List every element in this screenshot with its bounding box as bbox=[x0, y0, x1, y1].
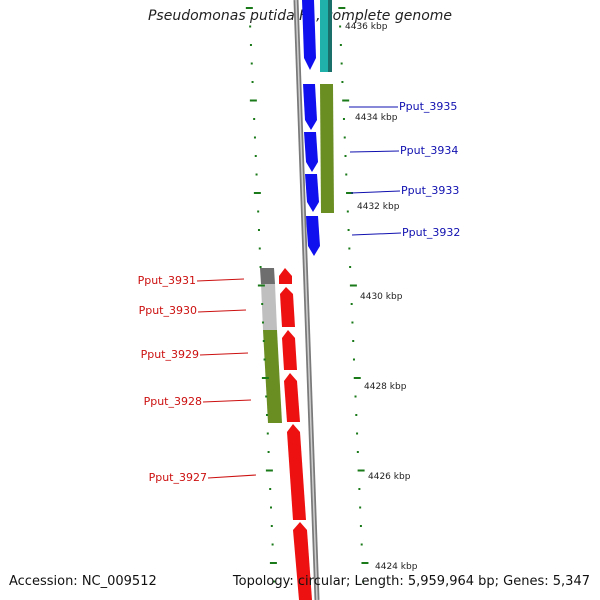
ruler-label-4434: 4434 kbp bbox=[355, 113, 398, 123]
gene-label-3935[interactable]: Pput_3935 bbox=[399, 100, 457, 113]
map-title: Pseudomonas putida F1, complete genome bbox=[147, 8, 453, 24]
cog-teal-edge bbox=[328, 0, 332, 72]
ruler-label-4436: 4436 kbp bbox=[345, 22, 388, 32]
cds-forward-top[interactable] bbox=[302, 0, 316, 70]
ruler-label-4428: 4428 kbp bbox=[364, 382, 407, 392]
genome-summary-text: Topology: circular; Length: 5,959,964 bp… bbox=[232, 574, 590, 589]
ruler-label-4430: 4430 kbp bbox=[360, 292, 403, 302]
leader-line-3927 bbox=[207, 474, 257, 479]
gene-label-3930[interactable]: Pput_3930 bbox=[139, 304, 197, 317]
leader-line-3930 bbox=[197, 309, 247, 313]
cds-forward-3934[interactable] bbox=[304, 132, 318, 172]
cog-olive-block-rev bbox=[263, 330, 282, 423]
gene-label-3934[interactable]: Pput_3934 bbox=[400, 144, 458, 157]
cds-reverse-3931[interactable] bbox=[279, 268, 292, 284]
gene-label-3932[interactable]: Pput_3932 bbox=[402, 226, 460, 239]
cog-darkgrey-block bbox=[260, 268, 275, 284]
leader-line-3928 bbox=[202, 399, 252, 403]
accession-text: Accession: NC_009512 bbox=[9, 574, 157, 589]
forward-gene-labels: Pput_3935 Pput_3934 Pput_3933 Pput_3932 bbox=[349, 100, 460, 239]
forward-cog-track bbox=[320, 0, 334, 213]
leader-line-3931 bbox=[196, 278, 245, 282]
gene-label-3931[interactable]: Pput_3931 bbox=[138, 274, 196, 287]
cds-reverse-3927[interactable] bbox=[287, 424, 306, 520]
ruler-label-4426: 4426 kbp bbox=[368, 472, 411, 482]
cds-reverse-3929[interactable] bbox=[282, 330, 297, 370]
reverse-cds-track bbox=[279, 268, 312, 600]
ruler-ticks-left bbox=[245, 7, 277, 583]
cds-forward-3935[interactable] bbox=[303, 84, 317, 130]
cds-forward-3933[interactable] bbox=[305, 174, 319, 212]
cds-reverse-3930[interactable] bbox=[280, 287, 295, 327]
cds-forward-3932[interactable] bbox=[306, 216, 320, 256]
cog-olive-block bbox=[320, 84, 334, 213]
gene-label-3928[interactable]: Pput_3928 bbox=[144, 395, 202, 408]
gene-label-3927[interactable]: Pput_3927 bbox=[149, 471, 207, 484]
ruler-labels: 4436 kbp 4434 kbp 4432 kbp 4430 kbp 4428… bbox=[345, 22, 418, 572]
leader-line-3932 bbox=[351, 232, 402, 236]
ruler-label-4424: 4424 kbp bbox=[375, 562, 418, 572]
backbone-inner bbox=[295, 0, 318, 600]
cds-reverse-3928[interactable] bbox=[284, 373, 300, 422]
gene-label-3929[interactable]: Pput_3929 bbox=[141, 348, 199, 361]
gene-label-3933[interactable]: Pput_3933 bbox=[401, 184, 459, 197]
reverse-gene-labels: Pput_3931 Pput_3930 Pput_3929 Pput_3928 … bbox=[138, 274, 257, 484]
leader-line-3929 bbox=[199, 352, 249, 356]
cds-reverse-next[interactable] bbox=[293, 522, 312, 600]
forward-cds-track bbox=[302, 0, 320, 256]
reverse-cog-track bbox=[260, 268, 282, 423]
leader-line-3934 bbox=[349, 150, 400, 153]
cog-teal-block bbox=[320, 0, 328, 72]
cog-grey-block bbox=[261, 284, 277, 330]
leader-line-3933 bbox=[350, 190, 401, 194]
ruler-label-4432: 4432 kbp bbox=[357, 202, 400, 212]
ruler-ticks-right bbox=[338, 7, 369, 583]
